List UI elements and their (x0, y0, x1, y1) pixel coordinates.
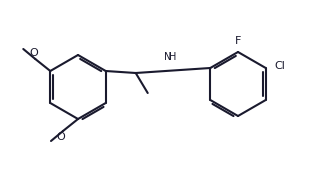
Text: H: H (169, 51, 177, 62)
Text: O: O (57, 132, 65, 142)
Text: F: F (235, 36, 241, 46)
Text: O: O (29, 48, 38, 58)
Text: N: N (164, 51, 172, 62)
Text: Cl: Cl (274, 61, 285, 71)
